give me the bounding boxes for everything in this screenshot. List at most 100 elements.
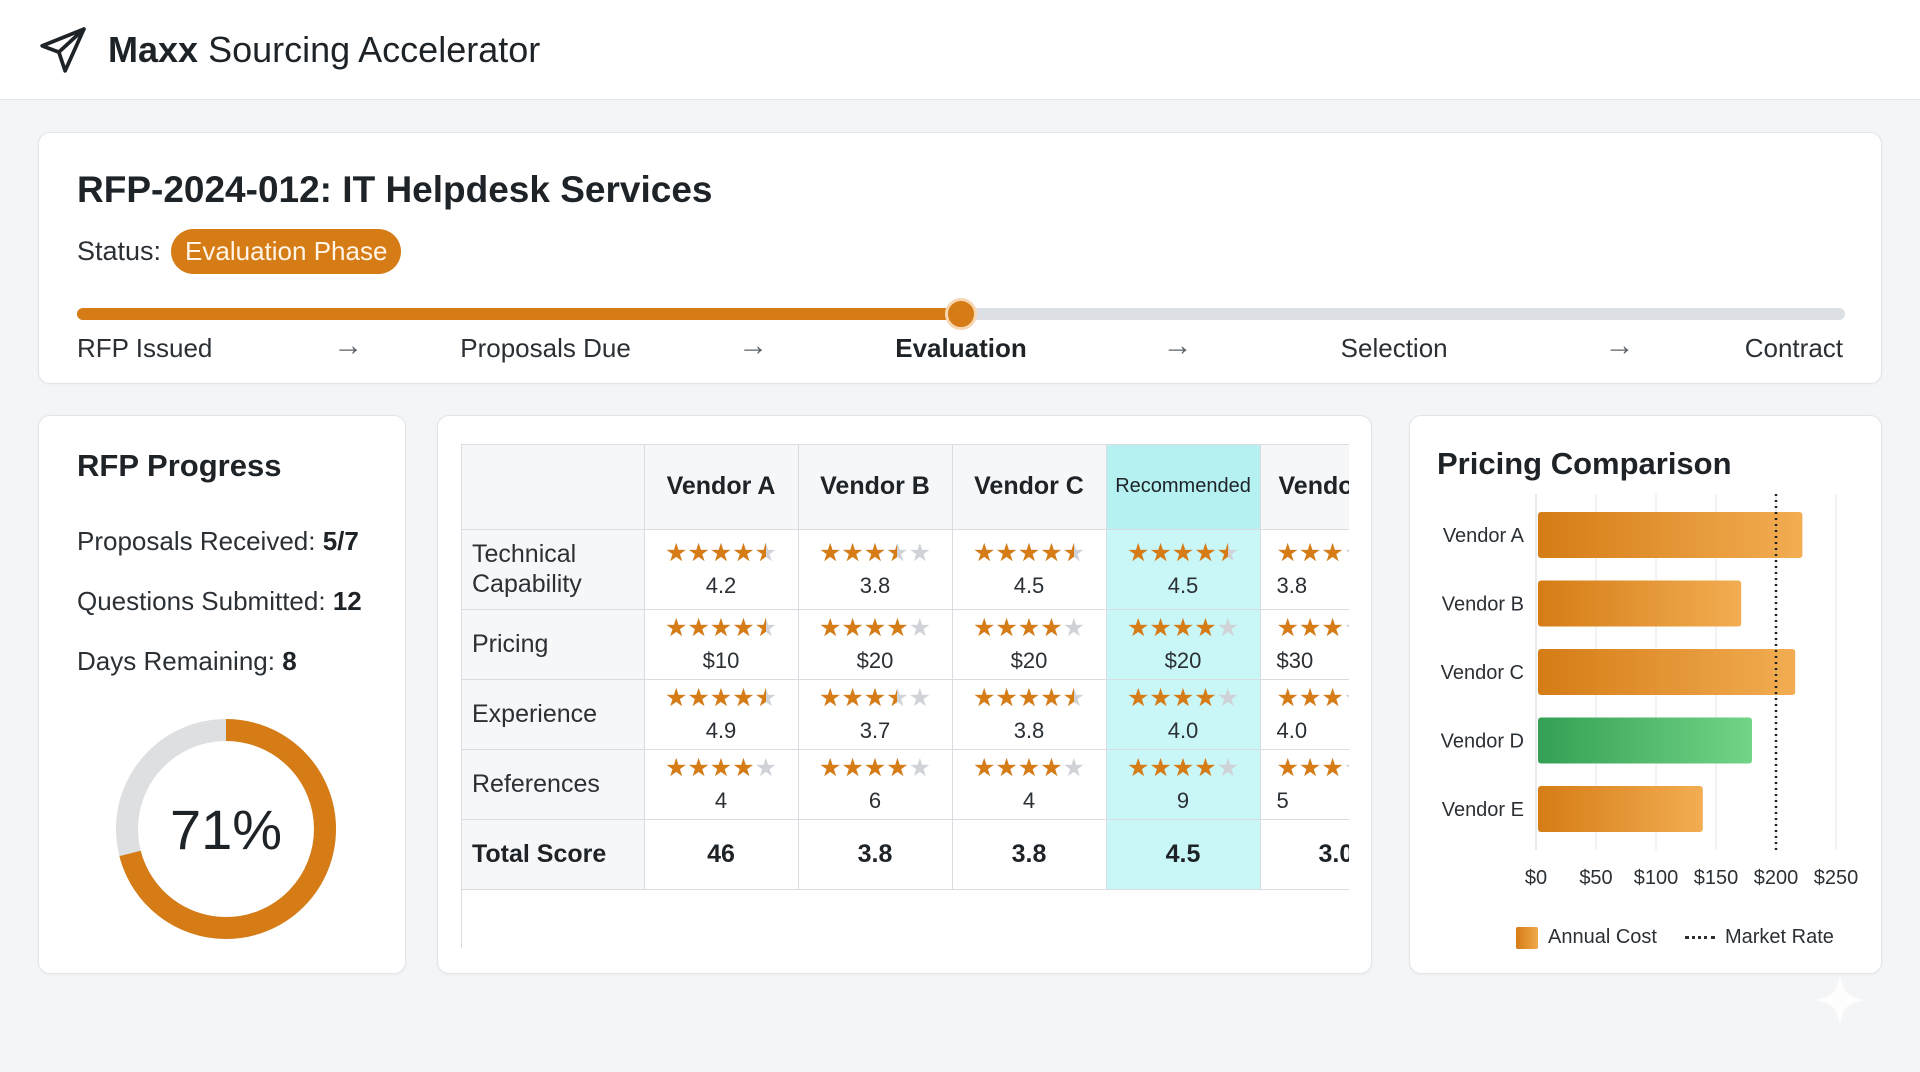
proposals-received-stat: Proposals Received: 5/7 — [77, 526, 359, 556]
score-cell: ★★★★★★★★★★ 4.5 — [952, 529, 1107, 610]
score-cell: ★★★★★★★★★★ 3.8 — [952, 679, 1107, 750]
star-rating-icon: ★★★★★★★★★★ — [818, 614, 932, 642]
x-tick-label: $50 — [1579, 867, 1612, 889]
score-value: 4 — [714, 788, 728, 813]
score-value: 4.2 — [705, 573, 737, 598]
star-rating-icon: ★★★★★★★★★★ — [664, 614, 778, 642]
column-header-recommended: Recommended — [1106, 445, 1261, 530]
score-cell: ★★★★★★★★★★ 4.5 — [1106, 529, 1261, 610]
star-rating-icon: ★★★★★★★★★★ — [972, 539, 1086, 567]
score-cell: ★★★★★★★★★★ 4 — [644, 749, 799, 820]
star-rating-icon: ★★★★★★★★★★ — [1276, 754, 1350, 782]
paper-plane-icon[interactable] — [36, 23, 90, 77]
score-cell: ★★★★★★★★★★ 4 — [952, 749, 1107, 820]
donut-progress-arc — [116, 719, 336, 939]
score-value: 4.5 — [1013, 573, 1045, 598]
star-rating-icon: ★★★★★★★★★★ — [972, 614, 1086, 642]
score-value: 3.8 — [1013, 718, 1045, 743]
category-label: Vendor E — [1442, 799, 1524, 821]
score-cell: ★★★★★★★★★★ $20 — [1106, 609, 1261, 680]
column-header-vendor-b: Vendor B — [798, 445, 953, 530]
legend-swatch-market-rate — [1684, 936, 1715, 939]
progress-percent: 71% — [169, 797, 283, 861]
top-bar: Maxx Sourcing Accelerator — [0, 0, 1920, 100]
category-label: Vendor A — [1443, 525, 1525, 547]
total-score-value: 46 — [644, 819, 799, 890]
rfp-header-card: RFP-2024-012: IT Helpdesk Services Statu… — [38, 132, 1882, 384]
total-score-value: 3.8 — [952, 819, 1107, 890]
table-corner — [462, 445, 645, 530]
stage-selection: Selection — [1340, 333, 1448, 363]
score-cell: ★★★★★★★★★★ 4.0 — [1260, 679, 1350, 750]
star-rating-icon: ★★★★★★★★★★ — [972, 754, 1086, 782]
x-tick-label: $200 — [1754, 867, 1799, 889]
star-rating-icon: ★★★★★★★★★★ — [818, 684, 932, 712]
star-rating-icon: ★★★★★★★★★★ — [1126, 684, 1240, 712]
legend-swatch-annual-cost — [1516, 926, 1538, 949]
questions-submitted-stat: Questions Submitted: 12 — [77, 586, 362, 616]
x-tick-label: $150 — [1694, 867, 1739, 889]
category-label: Vendor D — [1441, 731, 1524, 753]
score-value: 4.0 — [1276, 718, 1308, 743]
stage-progress-track — [77, 298, 1845, 330]
score-cell: ★★★★★★★★★★ 6 — [798, 749, 953, 820]
progress-donut-chart — [116, 719, 336, 939]
stage-rfp-issued: RFP Issued — [77, 333, 213, 363]
stage-arrow-icon: → — [738, 329, 769, 362]
score-cell: ★★★★★★★★★★ $20 — [952, 609, 1107, 680]
score-value: 4.9 — [705, 718, 737, 743]
total-score-value: 3.8 — [798, 819, 953, 890]
score-cell: ★★★★★★★★★★ 9 — [1106, 749, 1261, 820]
stage-arrow-icon: → — [1604, 329, 1635, 362]
score-value: $20 — [856, 648, 894, 673]
bar-vendor-a — [1538, 512, 1803, 558]
stage-contract: Contract — [1744, 333, 1843, 363]
score-cell: ★★★★★★★★★★ 4.0 — [1106, 679, 1261, 750]
table-row-pricing: Pricing★★★★★★★★★★$10★★★★★★★★★★$20★★★★★★★… — [462, 609, 1349, 680]
bar-vendor-d — [1538, 717, 1752, 764]
total-score-value: 3.0 — [1260, 819, 1349, 890]
star-rating-icon: ★★★★★★★★★★ — [664, 684, 778, 712]
score-value: 4 — [1022, 788, 1036, 813]
criterion-label: Technical Capability — [462, 529, 645, 610]
total-score-value: 4.5 — [1106, 819, 1261, 890]
bar-vendor-b — [1538, 580, 1742, 627]
x-tick-label: $0 — [1525, 867, 1547, 889]
pricing-card-title: Pricing Comparison — [1437, 446, 1732, 481]
star-rating-icon: ★★★★★★★★★★ — [818, 754, 932, 782]
star-rating-icon: ★★★★★★★★★★ — [664, 539, 778, 567]
score-value: $30 — [1276, 648, 1314, 673]
score-value: 9 — [1176, 788, 1190, 813]
bar-vendor-e — [1538, 786, 1703, 832]
stage-proposals-due: Proposals Due — [460, 333, 631, 363]
score-value: 3.7 — [859, 718, 891, 743]
table-row-references: References★★★★★★★★★★4★★★★★★★★★★6★★★★★★★★… — [462, 749, 1350, 820]
column-header-vendor-a: Vendor A — [644, 445, 799, 530]
rfp-progress-card: RFP Progress Proposals Received: 5/7 Que… — [38, 415, 406, 974]
score-cell: ★★★★★★★★★★ $30 — [1260, 609, 1349, 680]
pricing-bar-chart: Vendor A Vendor B Vendor C Vendor D Vendor E… — [1441, 494, 1858, 889]
legend-label-annual-cost: Annual Cost — [1548, 926, 1657, 948]
category-label: Vendor B — [1442, 594, 1524, 616]
stage-arrow-icon: → — [333, 329, 364, 362]
score-value: 3.8 — [859, 573, 891, 598]
star-rating-icon: ★★★★★★★★★★ — [664, 754, 778, 782]
criterion-label: References — [462, 749, 645, 820]
score-cell: ★★★★★★★★★★ 3.8 — [798, 529, 953, 610]
stage-arrow-icon: → — [1162, 329, 1193, 362]
score-cell: ★★★★★★★★★★ 4.9 — [644, 679, 799, 750]
legend-label-market-rate: Market Rate — [1724, 926, 1834, 948]
score-value: 4.0 — [1167, 718, 1199, 743]
star-rating-icon: ★★★★★★★★★★ — [1276, 684, 1350, 712]
score-value: $20 — [1010, 648, 1048, 673]
stage-progress-fill — [77, 308, 961, 320]
rfp-title: RFP-2024-012: IT Helpdesk Services — [77, 169, 713, 210]
score-cell: ★★★★★★★★★★ $10 — [644, 609, 799, 680]
score-cell: ★★★★★★★★★★ 5 — [1260, 749, 1350, 820]
pricing-legend: Annual Cost Market Rate — [1516, 926, 1834, 949]
star-rating-icon: ★★★★★★★★★★ — [1126, 614, 1240, 642]
stage-evaluation: Evaluation — [895, 333, 1027, 363]
days-remaining-stat: Days Remaining: 8 — [77, 646, 297, 676]
